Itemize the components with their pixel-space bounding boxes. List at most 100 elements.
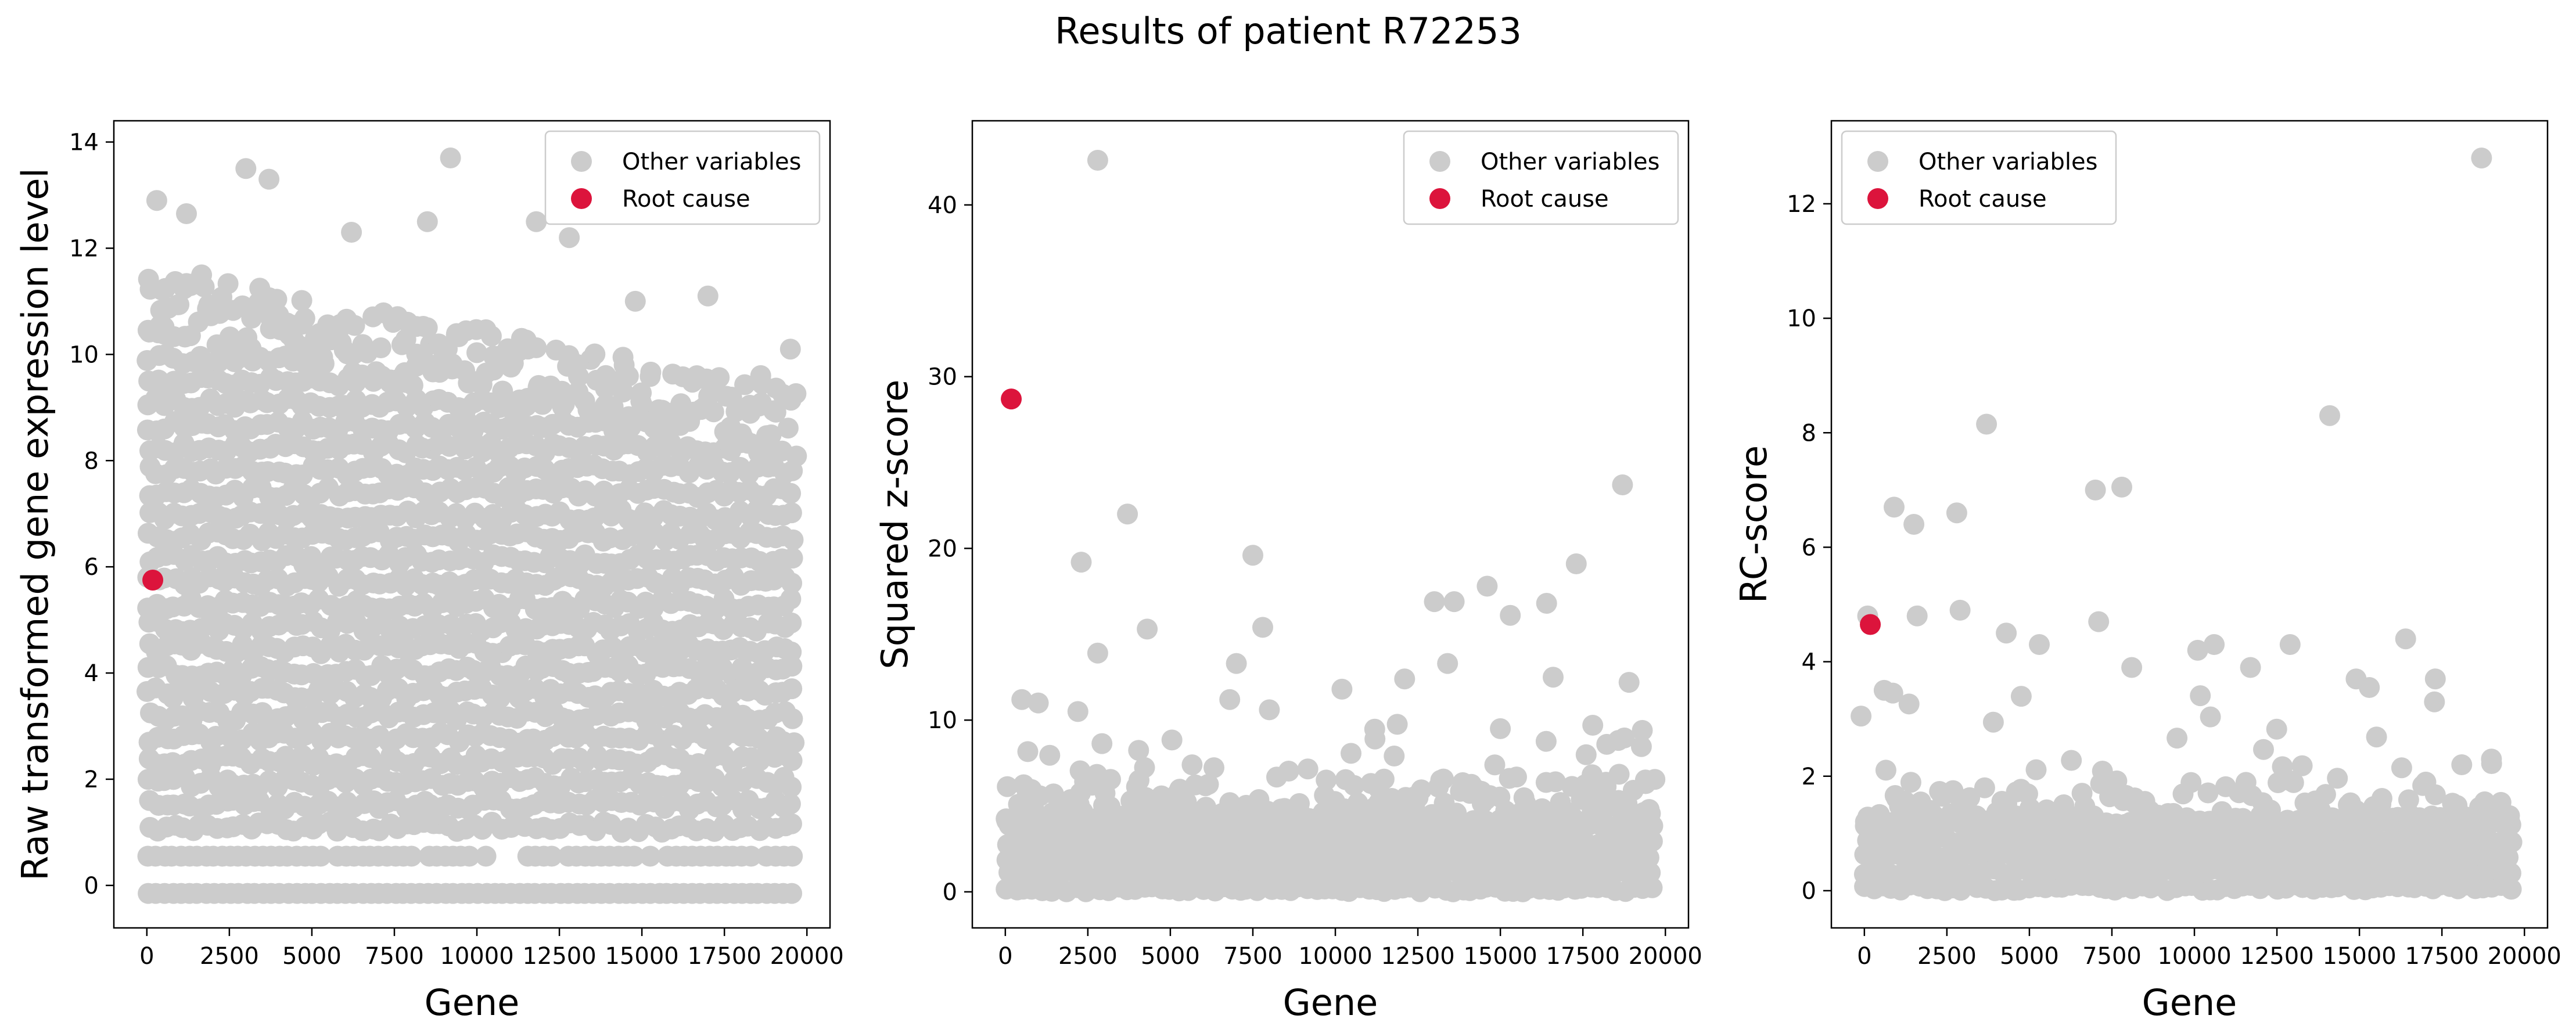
other-variable-point [780, 588, 802, 610]
other-variable-point [1641, 830, 1663, 852]
other-variable-point [1545, 771, 1566, 793]
x-axis-label: Gene [2142, 981, 2237, 1024]
other-variable-point [782, 708, 803, 729]
x-tick-label: 20000 [2488, 943, 2561, 970]
other-variable-point [640, 361, 662, 383]
other-variable-point [1618, 672, 1640, 693]
other-variable-point [1949, 599, 1971, 621]
legend-box [1403, 130, 1679, 225]
other-variable-point [1565, 553, 1587, 574]
other-variable-point [786, 445, 807, 467]
y-axis-label: Raw transformed gene expression level [14, 168, 56, 881]
other-variable-point [1536, 593, 1557, 614]
other-variable-point [1070, 552, 1092, 573]
plot-area [1851, 147, 2523, 901]
other-variable-point [1364, 728, 1386, 750]
y-tick-label: 10 [69, 341, 99, 368]
other-variable-point [1027, 692, 1049, 714]
legend-marker-root [1429, 188, 1450, 209]
other-variable-point [2481, 748, 2502, 770]
other-variable-point [1219, 689, 1241, 710]
other-variable-point [1341, 743, 1361, 764]
other-variable-point [2501, 832, 2523, 853]
root-cause-point [1001, 388, 1022, 410]
other-variable-point [780, 390, 802, 411]
other-variable-point [1535, 730, 1557, 752]
other-variable-point [412, 316, 434, 337]
other-variable-point [1316, 769, 1337, 791]
root-cause-point [1860, 614, 1881, 635]
other-variable-point [2500, 879, 2522, 900]
other-variable-point [459, 845, 480, 867]
other-variable-point [310, 845, 332, 867]
other-variable-point [1851, 706, 1872, 727]
other-variable-point [1906, 605, 1928, 627]
other-variable-point [697, 285, 718, 307]
other-variable-point [1011, 689, 1033, 710]
other-variable-point [1640, 803, 1661, 825]
other-variable-point [1976, 413, 1997, 435]
x-axis-label: Gene [425, 981, 520, 1024]
x-tick-label: 20000 [1629, 943, 1702, 970]
other-variable-point [1437, 653, 1458, 674]
other-variable-point [1946, 502, 1967, 524]
x-tick-label: 2500 [1058, 943, 1118, 970]
other-variable-point [551, 380, 573, 402]
other-variable-point [1394, 668, 1415, 690]
other-variable-point [1181, 754, 1203, 776]
legend-label: Other variables [622, 149, 802, 175]
y-axis-label: RC-score [1733, 445, 1775, 603]
subplot-rc-score: 0 2500 5000 7500 10000 12500 15000 17500 20000 0 2… [1733, 120, 2561, 1024]
other-variable-point [2253, 739, 2274, 760]
x-tick-label: 15000 [605, 943, 678, 970]
other-variable-point [1384, 746, 1405, 766]
x-tick-label: 0 [998, 943, 1012, 970]
legend-marker-other [1867, 151, 1888, 172]
figure-title: Results of patient R72253 [1055, 10, 1522, 52]
other-variable-point [440, 147, 461, 168]
other-variable-point [779, 339, 801, 360]
other-variable-point [781, 750, 803, 771]
other-variable-point [1242, 545, 1263, 566]
other-variable-point [402, 375, 423, 396]
other-variable-point [1259, 699, 1280, 721]
y-tick-label: 2 [84, 766, 99, 793]
y-tick-label: 20 [928, 535, 957, 562]
y-tick-label: 12 [1787, 191, 1816, 218]
x-tick-label: 17500 [688, 943, 761, 970]
other-variable-point [1644, 769, 1666, 790]
other-variable-point [623, 845, 645, 867]
other-variable-point [2085, 479, 2106, 501]
other-variable-point [471, 374, 493, 395]
x-tick-label: 12500 [2240, 943, 2313, 970]
other-variable-point [781, 612, 802, 634]
other-variable-point [2088, 611, 2110, 632]
other-variable-point [1476, 575, 1498, 597]
other-variable-point [1039, 744, 1061, 766]
y-axis-label: Squared z-score [874, 380, 916, 670]
axes-frame [1830, 120, 2549, 929]
legend-label: Other variables [1918, 149, 2098, 175]
y-tick-label: 14 [69, 129, 99, 156]
other-variable-point [779, 793, 801, 815]
other-variable-point [1875, 760, 1896, 781]
other-variable-point [1506, 766, 1527, 788]
other-variable-point [612, 347, 634, 368]
other-variable-point [370, 337, 391, 358]
other-variable-point [1638, 847, 1659, 869]
plot-area [136, 147, 807, 904]
legend: Other variables Root cause [1403, 130, 1679, 225]
other-variable-point [344, 315, 365, 336]
other-variable-point [1226, 653, 1247, 674]
other-variable-point [2121, 657, 2143, 678]
other-variable-point [1087, 150, 1108, 171]
other-variable-point [2283, 772, 2304, 793]
x-axis-label: Gene [1283, 981, 1378, 1024]
x-tick-label: 15000 [2322, 943, 2396, 970]
other-variable-point [2017, 783, 2038, 805]
other-variable-point [500, 357, 522, 378]
other-variable-point [2180, 772, 2202, 793]
legend-marker-root [1867, 188, 1888, 209]
x-tick-label: 17500 [1546, 943, 1620, 970]
y-tick-label: 40 [928, 192, 957, 219]
